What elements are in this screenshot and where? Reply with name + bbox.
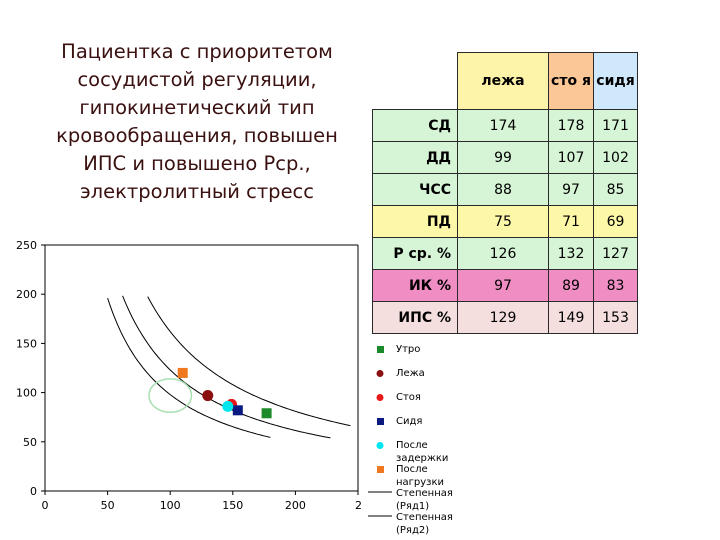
legend-label: (Ряд1)	[396, 501, 429, 512]
title-line: кровообращения, повышен	[56, 124, 338, 147]
y-tick-label: 0	[30, 485, 37, 498]
legend-marker	[376, 370, 384, 377]
legend-marker	[377, 418, 384, 425]
y-tick-label: 150	[16, 337, 37, 350]
x-tick-label: 50	[101, 499, 115, 512]
legend-marker	[376, 442, 384, 449]
table-cell: 129	[457, 301, 549, 334]
y-tick-label: 250	[16, 239, 37, 252]
data-point-square	[232, 405, 243, 416]
legend-label: задержки	[396, 453, 448, 464]
table-row: ИК % 97 89 83	[372, 269, 638, 302]
x-tick-label: 200	[285, 499, 306, 512]
legend-label: Стоя	[396, 392, 421, 403]
table-cell: 83	[593, 269, 638, 302]
table-cell: 102	[593, 141, 638, 174]
y-tick-label: 200	[16, 288, 37, 301]
chart-curves	[107, 295, 351, 439]
title-line: электролитный стресс	[79, 180, 315, 203]
table-cell: 126	[457, 237, 549, 270]
table-cell: 88	[457, 173, 549, 206]
table-cell: 69	[593, 205, 638, 238]
x-tick-label: 2	[355, 499, 362, 512]
power-trend-curve	[147, 296, 351, 427]
table-row: Р ср. % 126 132 127	[372, 237, 638, 270]
legend-label: После	[396, 440, 428, 451]
table-cell: 174	[457, 109, 549, 142]
column-header-lying: лежа	[457, 52, 549, 110]
legend-marker	[377, 466, 384, 473]
table-cell: 132	[548, 237, 594, 270]
row-label: ИК %	[372, 269, 458, 302]
column-header-sitting: сидя	[593, 52, 638, 110]
legend-marker	[377, 346, 384, 353]
table-row: ДД 99 107 102	[372, 141, 638, 174]
table-row: ЧСС 88 97 85	[372, 173, 638, 206]
column-header-standing: сто я	[548, 52, 594, 110]
data-point-square	[261, 408, 272, 419]
table-cell: 107	[548, 141, 594, 174]
row-label: ИПС %	[372, 301, 458, 334]
y-tick-label: 50	[23, 436, 37, 449]
chart-legend: УтроЛежаСтояСидяПослезадержкиПосленагруз…	[368, 344, 453, 536]
power-trend-curve	[107, 297, 271, 438]
legend-marker	[376, 394, 384, 401]
legend-label: нагрузки	[396, 477, 444, 488]
chart-axes: 0 50 100 150 200 2 0 50 100 150 200 250	[16, 239, 362, 512]
table-row: ИПС % 129 149 153	[372, 301, 638, 334]
legend-label: Лежа	[396, 368, 425, 379]
table-corner	[372, 52, 458, 110]
y-tick-label: 100	[16, 387, 37, 400]
table-cell: 153	[593, 301, 638, 334]
x-tick-label: 100	[160, 499, 181, 512]
power-trend-curve	[122, 295, 331, 439]
table-cell: 178	[548, 109, 594, 142]
legend-label: (Ряд2)	[396, 525, 429, 536]
title-line: гипокинетический тип	[79, 96, 315, 119]
row-label: ПД	[372, 205, 458, 238]
title-line: ИПС и повышено Рср.,	[83, 152, 311, 175]
table-cell: 71	[548, 205, 594, 238]
x-tick-label: 150	[222, 499, 243, 512]
table-header-row: лежа сто я сидя	[372, 52, 638, 110]
data-point-square	[177, 367, 188, 378]
legend-label: Степенная	[396, 512, 453, 523]
measurements-table: лежа сто я сидя СД 174 178 171 ДД 99 107 102 ЧСС…	[372, 52, 638, 334]
row-label: ЧСС	[372, 173, 458, 206]
table-cell: 171	[593, 109, 638, 142]
data-point-circle	[202, 390, 214, 402]
table-row: СД 174 178 171	[372, 109, 638, 142]
page-title: Пациентка с приоритетом сосудистой регул…	[32, 38, 362, 206]
data-point-circle	[222, 400, 234, 412]
title-line: Пациентка с приоритетом	[61, 40, 333, 63]
table-cell: 89	[548, 269, 594, 302]
row-label: ДД	[372, 141, 458, 174]
row-label: Р ср. %	[372, 237, 458, 270]
x-tick-label: 0	[42, 499, 49, 512]
highlight-circle	[148, 378, 193, 414]
title-line: сосудистой регуляции,	[77, 68, 317, 91]
table-row: ПД 75 71 69	[372, 205, 638, 238]
legend-label: Сидя	[396, 416, 422, 427]
chart-points	[177, 367, 272, 419]
row-label: СД	[372, 109, 458, 142]
legend-label: Степенная	[396, 488, 453, 499]
table-cell: 85	[593, 173, 638, 206]
legend-label: После	[396, 464, 428, 475]
legend-label: Утро	[396, 344, 420, 355]
table-cell: 75	[457, 205, 549, 238]
